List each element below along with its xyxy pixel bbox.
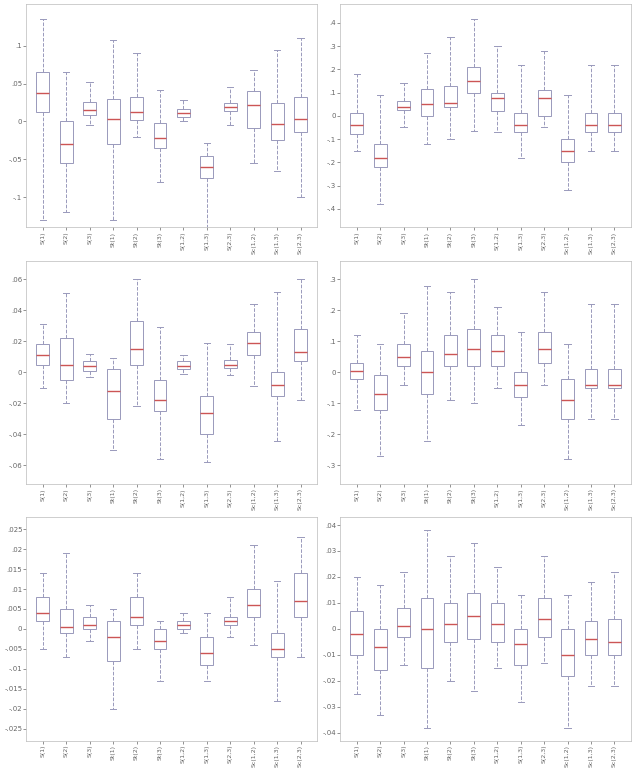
PathPatch shape [397,608,410,637]
PathPatch shape [224,617,237,625]
PathPatch shape [60,609,73,633]
PathPatch shape [467,329,480,366]
PathPatch shape [397,345,410,366]
PathPatch shape [247,332,260,355]
PathPatch shape [351,363,363,379]
PathPatch shape [107,369,119,419]
PathPatch shape [83,102,96,116]
PathPatch shape [177,109,190,117]
PathPatch shape [444,603,457,642]
PathPatch shape [154,380,166,411]
PathPatch shape [585,621,598,655]
PathPatch shape [130,597,143,625]
PathPatch shape [36,72,50,112]
PathPatch shape [36,345,50,365]
PathPatch shape [224,103,237,111]
PathPatch shape [294,329,307,362]
PathPatch shape [538,332,551,363]
PathPatch shape [271,633,284,657]
PathPatch shape [351,113,363,134]
PathPatch shape [224,360,237,368]
PathPatch shape [420,598,434,668]
PathPatch shape [420,89,434,116]
PathPatch shape [561,629,574,675]
PathPatch shape [608,369,621,388]
PathPatch shape [201,157,213,178]
PathPatch shape [397,101,410,110]
PathPatch shape [294,96,307,132]
PathPatch shape [247,589,260,617]
PathPatch shape [585,369,598,388]
PathPatch shape [585,113,598,132]
PathPatch shape [60,338,73,380]
PathPatch shape [247,91,260,127]
PathPatch shape [491,93,504,111]
PathPatch shape [201,637,213,665]
PathPatch shape [538,598,551,637]
PathPatch shape [467,593,480,639]
PathPatch shape [514,629,527,665]
PathPatch shape [294,573,307,617]
PathPatch shape [561,139,574,163]
PathPatch shape [467,67,480,93]
PathPatch shape [107,621,119,661]
PathPatch shape [107,99,119,144]
PathPatch shape [60,122,73,163]
PathPatch shape [177,621,190,629]
PathPatch shape [83,362,96,371]
PathPatch shape [514,372,527,397]
PathPatch shape [271,103,284,140]
PathPatch shape [374,629,387,671]
PathPatch shape [538,90,551,116]
PathPatch shape [201,396,213,434]
PathPatch shape [130,322,143,365]
PathPatch shape [444,335,457,366]
PathPatch shape [154,629,166,649]
PathPatch shape [351,611,363,655]
PathPatch shape [444,86,457,106]
PathPatch shape [154,123,166,148]
PathPatch shape [177,362,190,369]
PathPatch shape [514,113,527,132]
PathPatch shape [608,618,621,655]
PathPatch shape [374,143,387,167]
PathPatch shape [374,375,387,409]
PathPatch shape [36,597,50,621]
PathPatch shape [271,372,284,396]
PathPatch shape [130,96,143,120]
PathPatch shape [491,603,504,642]
PathPatch shape [561,379,574,419]
PathPatch shape [491,335,504,366]
PathPatch shape [608,113,621,132]
PathPatch shape [420,351,434,394]
PathPatch shape [83,617,96,629]
